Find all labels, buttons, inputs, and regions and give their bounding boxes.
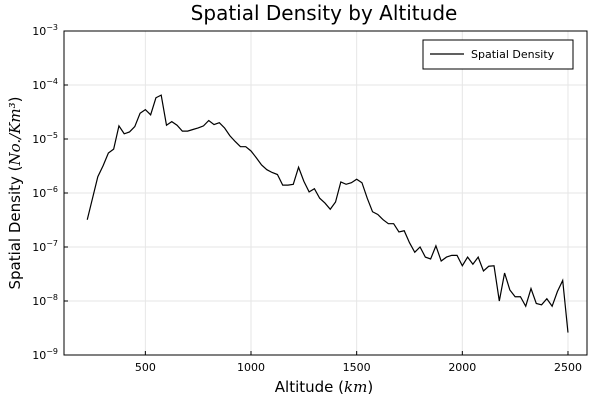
x-axis-label-math: km <box>344 378 367 396</box>
y-axis-label: Spatial Density (No./Km³) <box>6 96 24 289</box>
y-axis-label-suffix: ) <box>6 96 24 102</box>
legend-label: Spatial Density <box>471 48 555 61</box>
x-axis-label-suffix: ) <box>367 378 373 396</box>
x-tick-label: 2500 <box>554 361 582 374</box>
grid-layer <box>64 30 587 356</box>
series-layer <box>86 94 569 333</box>
y-tick-label: 10−8 <box>32 293 58 308</box>
y-ticks: 10−9 10−8 10−7 10−6 10−5 10−4 10−3 <box>32 23 68 362</box>
chart-title: Spatial Density by Altitude <box>191 1 458 25</box>
x-axis-label: Altitude (km) <box>275 378 373 396</box>
x-ticks: 500 1000 1500 2000 2500 <box>135 351 582 374</box>
y-tick-label: 10−4 <box>32 77 58 92</box>
x-tick-label: 500 <box>135 361 156 374</box>
x-tick-label: 1500 <box>343 361 371 374</box>
y-tick-label: 10−5 <box>32 131 58 146</box>
y-tick-label: 10−9 <box>32 347 58 362</box>
y-tick-label: 10−3 <box>32 23 58 38</box>
y-axis-label-math: No./Km³ <box>6 102 24 166</box>
series-line-spatial-density <box>86 94 569 333</box>
x-tick-label: 1000 <box>237 361 265 374</box>
y-tick-label: 10−7 <box>32 239 58 254</box>
x-axis-label-prefix: Altitude ( <box>275 378 344 396</box>
y-axis-label-prefix: Spatial Density ( <box>6 165 24 289</box>
legend: Spatial Density <box>422 39 574 70</box>
y-tick-label: 10−6 <box>32 185 58 200</box>
x-tick-label: 2000 <box>448 361 476 374</box>
